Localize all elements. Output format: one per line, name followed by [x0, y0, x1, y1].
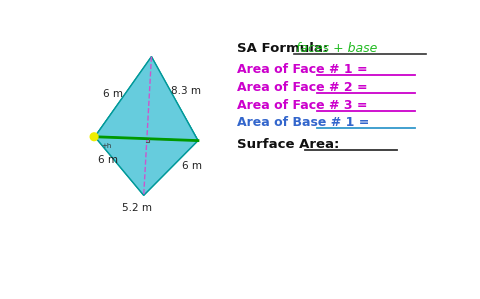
Text: Area of Face # 2 =: Area of Face # 2 =: [237, 81, 372, 94]
Polygon shape: [95, 57, 152, 137]
Text: 8.3 m: 8.3 m: [170, 86, 201, 96]
Polygon shape: [95, 126, 152, 195]
Polygon shape: [95, 58, 198, 141]
Text: Area of Face # 1 =: Area of Face # 1 =: [237, 63, 372, 76]
Text: Area of Face # 3 =: Area of Face # 3 =: [237, 99, 372, 112]
Text: Area of Base # 1 =: Area of Base # 1 =: [237, 116, 373, 129]
Bar: [232, 36, 432, 266]
Circle shape: [90, 133, 98, 141]
Text: SA Formula:: SA Formula:: [237, 42, 333, 55]
Text: faces + base: faces + base: [296, 42, 377, 55]
Polygon shape: [152, 57, 198, 141]
Text: 6 m: 6 m: [103, 89, 123, 99]
Polygon shape: [95, 57, 198, 141]
Polygon shape: [144, 126, 198, 195]
Text: 6 m: 6 m: [98, 155, 118, 165]
Text: 5.2 m: 5.2 m: [122, 203, 153, 213]
Text: Surface Area:: Surface Area:: [237, 138, 344, 151]
Text: +h: +h: [101, 143, 111, 149]
Text: 6 m: 6 m: [182, 161, 202, 171]
Polygon shape: [95, 137, 198, 195]
